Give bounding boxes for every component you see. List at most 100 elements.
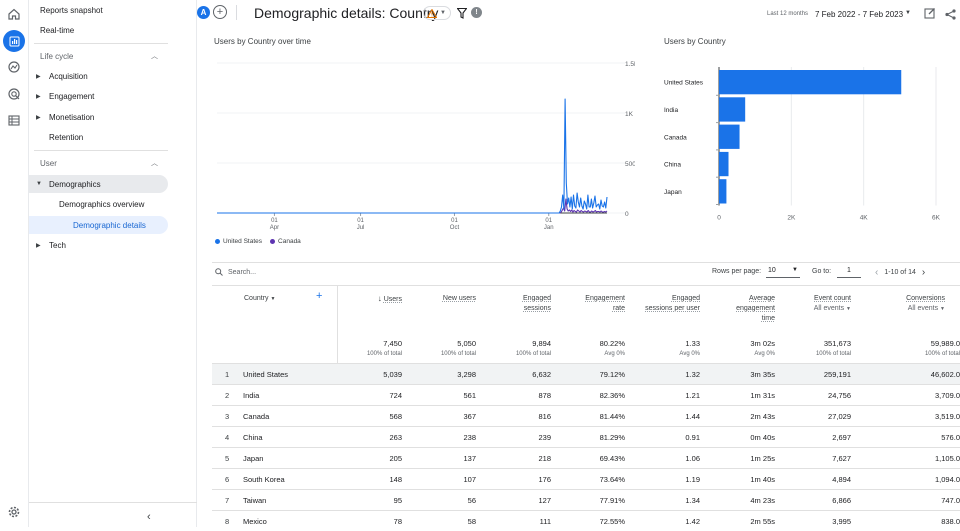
metric-cell: 2,697	[832, 433, 851, 442]
metric-cell: 205	[389, 454, 402, 463]
metric-cell: 218	[538, 454, 551, 463]
chevron-down-icon: ▼	[846, 306, 851, 312]
event-filter-select[interactable]: All events ▼	[813, 305, 851, 312]
section-life-cycle[interactable]: Life cycle ︿	[40, 51, 158, 61]
metric-cell: 1.19	[685, 475, 700, 484]
metric-cell: 3,519.0	[934, 412, 960, 421]
filter-icon[interactable]	[456, 6, 468, 24]
nav-reports-snapshot[interactable]: Reports snapshot	[40, 5, 103, 15]
bar-india	[719, 97, 746, 122]
divider	[34, 150, 168, 151]
column-header-users[interactable]: ↓ Users	[377, 294, 402, 303]
total-average-engagement-time: 3m 02s Avg 0%	[750, 339, 775, 357]
data-quality-button[interactable]: ▼	[423, 6, 451, 20]
settings-gear-icon[interactable]	[5, 503, 23, 521]
chevron-down-icon[interactable]: ▼	[905, 10, 911, 16]
metric-cell: 69.43%	[599, 454, 625, 463]
explore-icon[interactable]	[5, 58, 23, 76]
metric-cell: 7,627	[832, 454, 851, 463]
y-tick-label: 500	[625, 161, 635, 168]
table-row[interactable]: 2 India 724 561 878 82.36% 1.21 1m 31s 24,756 3,7…	[212, 384, 960, 405]
metric-cell: 568	[389, 412, 402, 421]
customize-report-icon[interactable]	[924, 6, 936, 24]
column-header-conversions[interactable]: Conversions All events ▼	[906, 295, 945, 312]
data-table: Search... Rows per page: 10 ▼ Go to: 1 ‹ …	[212, 262, 960, 527]
country-cell: Mexico	[243, 517, 267, 526]
nav-retention[interactable]: Retention	[49, 132, 84, 142]
table-row[interactable]: 8 Mexico 78 58 111 72.55% 1.42 2m 55s 3,995 838.0	[212, 510, 960, 531]
metric-cell: 6,866	[832, 496, 851, 505]
nav-demographics[interactable]: ▼ Demographics	[29, 175, 168, 193]
table-row[interactable]: 4 China 263 238 239 81.29% 0.91 0m 40s 2,697 576.…	[212, 426, 960, 447]
country-cell: Japan	[243, 454, 264, 463]
nav-tech[interactable]: ▶ Tech	[36, 240, 66, 250]
metric-cell: 6,632	[532, 370, 551, 379]
info-icon[interactable]: !	[471, 7, 482, 18]
category-label: United States	[664, 80, 704, 87]
table-row[interactable]: 3 Canada 568 367 816 81.44% 1.44 2m 43s 27,029 3,…	[212, 405, 960, 426]
metric-cell: 82.36%	[599, 391, 625, 400]
home-icon[interactable]	[5, 5, 23, 23]
nav-demographics-overview[interactable]: Demographics overview	[59, 199, 145, 209]
column-header-event-count[interactable]: Event count All events ▼	[813, 295, 851, 312]
table-row[interactable]: 1 United States 5,039 3,298 6,632 79.12% 1.32 3…	[212, 363, 960, 384]
metric-cell: 1.21	[685, 391, 700, 400]
table-row[interactable]: 7 Taiwan 95 56 127 77.91% 1.34 4m 23s 6,866 747.0	[212, 489, 960, 510]
metric-cell: 367	[463, 412, 476, 421]
row-index: 5	[225, 454, 230, 463]
report-main: A + Demographic details: Country ▼ ! Las…	[197, 0, 960, 527]
caret-right-icon: ▶	[36, 93, 41, 100]
chevron-down-icon: ▼	[792, 267, 798, 273]
search-input[interactable]: Search...	[228, 268, 257, 276]
metric-cell: 78	[393, 517, 402, 526]
metric-cell: 239	[538, 433, 551, 442]
column-header-new-users[interactable]: New users	[442, 295, 476, 302]
next-page-icon[interactable]: ›	[921, 267, 926, 278]
nav-acquisition[interactable]: ▶ Acquisition	[36, 71, 88, 81]
nav-real-time[interactable]: Real-time	[40, 25, 75, 35]
configure-icon[interactable]	[5, 111, 23, 129]
x-tick-month: Jan	[544, 225, 554, 231]
x-tick-label: 6K	[932, 215, 941, 222]
column-header-country[interactable]: Country ▼	[244, 295, 276, 302]
category-label: China	[664, 162, 681, 169]
column-header-engaged-sessions-per-user[interactable]: Engaged sessions per user	[645, 295, 700, 312]
legend-united-states[interactable]: United States	[215, 238, 262, 245]
previous-page-icon[interactable]: ‹	[875, 267, 879, 278]
caret-right-icon: ▶	[36, 114, 41, 121]
y-tick-label: 1.5K	[625, 61, 635, 68]
comparison-avatar[interactable]: A	[197, 6, 210, 19]
metric-cell: 1,105.0	[934, 454, 960, 463]
metric-cell: 4,894	[832, 475, 851, 484]
page-range: 1-10 of 14	[884, 269, 916, 276]
column-header-average-engagement-time[interactable]: Average engagement time	[736, 295, 775, 322]
metric-cell: 576.0	[941, 433, 960, 442]
date-range-picker[interactable]: 7 Feb 2022 - 7 Feb 2023	[815, 10, 904, 19]
metric-cell: 816	[538, 412, 551, 421]
legend-canada[interactable]: Canada	[270, 238, 301, 245]
add-dimension-button[interactable]: +	[316, 290, 323, 302]
share-icon[interactable]	[945, 7, 956, 25]
conversion-filter-select[interactable]: All events ▼	[907, 305, 945, 312]
advertising-icon[interactable]	[5, 85, 23, 103]
metric-cell: 0.91	[685, 433, 700, 442]
nav-engagement[interactable]: ▶ Engagement	[36, 91, 95, 101]
nav-monetisation[interactable]: ▶ Monetisation	[36, 112, 95, 122]
goto-label: Go to:	[812, 268, 832, 275]
rows-per-page-select[interactable]: 10 ▼	[766, 265, 800, 278]
nav-demographic-details[interactable]: Demographic details	[29, 216, 168, 234]
section-user[interactable]: User ︿	[40, 158, 158, 168]
collapse-sidebar-icon[interactable]: ‹	[147, 511, 151, 523]
caret-down-icon: ▼	[36, 181, 42, 187]
column-header-engaged-sessions[interactable]: Engaged sessions	[522, 295, 551, 312]
add-comparison-button[interactable]: +	[213, 5, 227, 19]
total-conversions: 59,989.0 100% of total	[924, 339, 960, 357]
table-row[interactable]: 5 Japan 205 137 218 69.43% 1.06 1m 25s 7,627 1,10…	[212, 447, 960, 468]
table-row[interactable]: 6 South Korea 148 107 176 73.64% 1.19 1m 40s 4,8…	[212, 468, 960, 489]
reports-icon[interactable]	[3, 30, 25, 52]
date-preset-label: Last 12 months	[767, 11, 809, 17]
goto-page-input[interactable]: 1	[837, 265, 861, 278]
metric-cell: 1m 31s	[750, 391, 775, 400]
column-header-engagement-rate[interactable]: Engagement rate	[585, 295, 625, 312]
table-search[interactable]: Search...	[215, 268, 256, 276]
